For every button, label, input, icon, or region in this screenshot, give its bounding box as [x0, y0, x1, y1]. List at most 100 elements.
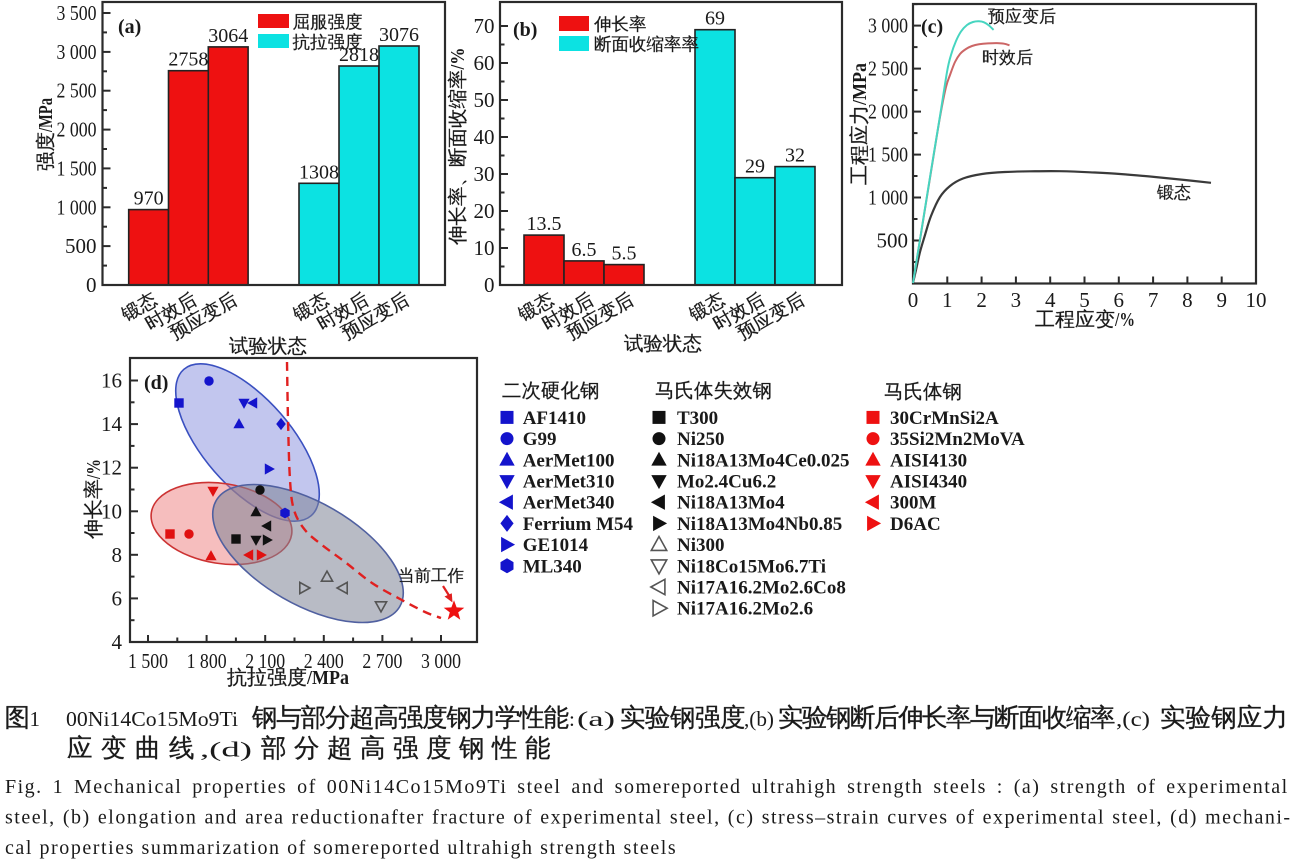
svg-text:8: 8	[112, 543, 123, 567]
svg-text:3 000: 3 000	[57, 40, 97, 64]
svg-text:,(d): ,(d)	[200, 738, 252, 762]
svg-text:10: 10	[1246, 288, 1267, 312]
svg-text:(c): (c)	[921, 16, 943, 38]
svg-text:GE1014: GE1014	[523, 535, 589, 556]
svg-text:40: 40	[474, 125, 495, 149]
svg-text:8: 8	[1182, 288, 1193, 312]
svg-text:16: 16	[101, 369, 122, 393]
svg-text:69: 69	[705, 8, 725, 30]
svg-text:/%: /%	[448, 48, 469, 71]
svg-text:Ni18Co15Mo6.7Ti: Ni18Co15Mo6.7Ti	[677, 556, 826, 577]
svg-text:30: 30	[474, 162, 495, 186]
svg-text:,(b): ,(b)	[744, 707, 774, 731]
svg-text:AISI4130: AISI4130	[890, 450, 967, 471]
svg-text:ML340: ML340	[523, 556, 582, 577]
svg-text:AerMet340: AerMet340	[523, 493, 615, 514]
svg-text:6: 6	[1114, 288, 1125, 312]
svg-text:steel, (b) elongation and area: steel, (b) elongation and area reduction…	[5, 807, 1292, 829]
svg-text:10: 10	[474, 236, 495, 260]
svg-text:29: 29	[745, 156, 765, 178]
svg-text:Mo2.4Cu6.2: Mo2.4Cu6.2	[677, 472, 776, 493]
svg-text:2 500: 2 500	[57, 79, 97, 103]
svg-text:4: 4	[112, 630, 123, 654]
svg-text:1: 1	[942, 288, 953, 312]
svg-text:AISI4340: AISI4340	[890, 472, 967, 493]
svg-text:10: 10	[101, 499, 122, 523]
svg-text:(b): (b)	[513, 19, 537, 41]
svg-text:1 800: 1 800	[187, 649, 227, 673]
svg-text:2818: 2818	[339, 44, 379, 66]
svg-text:0: 0	[908, 288, 919, 312]
svg-text:70: 70	[474, 14, 495, 38]
svg-text:970: 970	[134, 188, 164, 210]
svg-text:Ni17A16.2Mo2.6: Ni17A16.2Mo2.6	[677, 599, 813, 620]
svg-text:3 000: 3 000	[421, 649, 461, 673]
svg-text:AerMet100: AerMet100	[523, 450, 615, 471]
svg-text:3076: 3076	[379, 24, 419, 46]
svg-text:50: 50	[474, 88, 495, 112]
svg-text:Ni18A13Mo4Nb0.85: Ni18A13Mo4Nb0.85	[677, 514, 842, 535]
svg-text:(a): (a)	[118, 16, 141, 38]
svg-text:9: 9	[1216, 288, 1227, 312]
svg-text:3: 3	[1011, 288, 1022, 312]
svg-text:Ni300: Ni300	[677, 535, 725, 556]
svg-text:2758: 2758	[168, 49, 208, 71]
svg-text:35Si2Mn2MoVA: 35Si2Mn2MoVA	[890, 429, 1025, 450]
svg-text:1 000: 1 000	[57, 195, 97, 219]
svg-text:G99: G99	[523, 429, 557, 450]
svg-text:5: 5	[1079, 288, 1090, 312]
svg-text:(d): (d)	[144, 372, 168, 394]
svg-text:Fig. 1 Mechanical propertie: Fig. 1 Mechanical properties of 00Ni14Co…	[5, 776, 1289, 798]
svg-text:/MPa: /MPa	[306, 667, 349, 689]
svg-text:AF1410: AF1410	[523, 408, 586, 429]
svg-text:1: 1	[30, 707, 41, 731]
svg-text:500: 500	[65, 234, 97, 258]
svg-text:60: 60	[474, 51, 495, 75]
svg-text:12: 12	[101, 456, 122, 480]
svg-text:6: 6	[112, 586, 123, 610]
svg-text:3064: 3064	[208, 25, 248, 47]
svg-text:1308: 1308	[299, 161, 339, 183]
svg-text:Ni17A16.2Mo2.6Co8: Ni17A16.2Mo2.6Co8	[677, 578, 846, 599]
svg-text:Ni18A13Mo4Ce0.025: Ni18A13Mo4Ce0.025	[677, 450, 850, 471]
svg-text:D6AC: D6AC	[890, 514, 941, 535]
svg-text:1 500: 1 500	[868, 143, 908, 167]
svg-text:/MPa: /MPa	[35, 98, 57, 133]
svg-text:500: 500	[877, 229, 909, 253]
svg-text::: :	[569, 707, 575, 731]
svg-text:Ni18A13Mo4: Ni18A13Mo4	[677, 493, 785, 514]
svg-text:13.5: 13.5	[527, 213, 562, 235]
svg-text:0: 0	[86, 273, 97, 297]
svg-text:AerMet310: AerMet310	[523, 472, 615, 493]
svg-text:5.5: 5.5	[612, 243, 637, 265]
svg-text:00Ni14Co15Mo9Ti: 00Ni14Co15Mo9Ti	[66, 707, 238, 731]
svg-text:2 500: 2 500	[868, 57, 908, 81]
svg-text:3 000: 3 000	[868, 14, 908, 38]
svg-text:7: 7	[1148, 288, 1159, 312]
svg-text:,(c): ,(c)	[1116, 707, 1150, 731]
svg-text:/%: /%	[1114, 309, 1135, 331]
svg-text:6.5: 6.5	[572, 239, 597, 261]
svg-text:2 400: 2 400	[304, 649, 344, 673]
svg-text:1 500: 1 500	[57, 156, 97, 180]
svg-text:3 500: 3 500	[57, 1, 97, 25]
svg-text:4: 4	[1045, 288, 1056, 312]
svg-text:300M: 300M	[890, 493, 937, 514]
svg-text:1 500: 1 500	[128, 649, 168, 673]
svg-text:2: 2	[976, 288, 987, 312]
svg-text:32: 32	[785, 145, 805, 167]
svg-text:30CrMnSi2A: 30CrMnSi2A	[890, 408, 999, 429]
svg-text:2 700: 2 700	[362, 649, 402, 673]
svg-text:1 000: 1 000	[868, 186, 908, 210]
svg-text:T300: T300	[677, 408, 718, 429]
svg-text:/%: /%	[83, 459, 105, 480]
svg-text:20: 20	[474, 199, 495, 223]
svg-text:0: 0	[484, 273, 495, 297]
svg-text:Ni250: Ni250	[677, 429, 725, 450]
svg-text:cal properties summarization o: cal properties summarization of somerepo…	[5, 837, 677, 859]
svg-text:/MPa: /MPa	[849, 63, 871, 106]
svg-text:(a): (a)	[577, 707, 615, 731]
svg-text:14: 14	[101, 412, 123, 436]
svg-text:2 000: 2 000	[57, 118, 97, 142]
svg-text:2 000: 2 000	[868, 100, 908, 124]
